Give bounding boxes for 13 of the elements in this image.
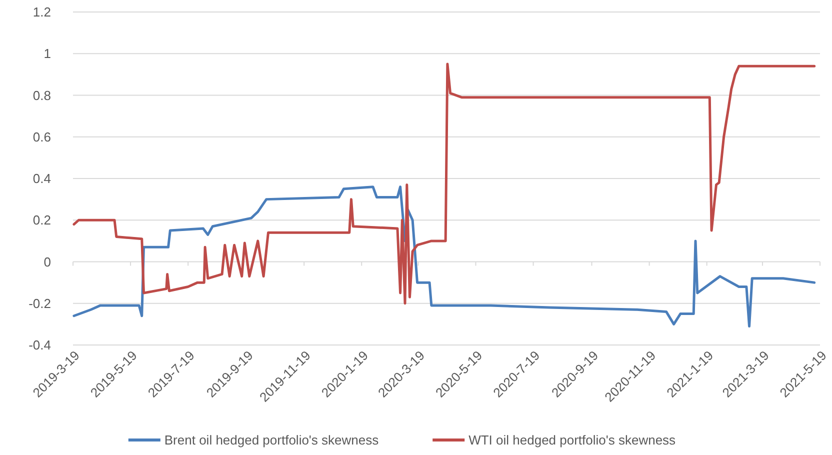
legend-label: WTI oil hedged portfolio's skewness bbox=[468, 432, 676, 448]
y-tick-label: 0.2 bbox=[32, 212, 51, 228]
y-tick-label: 1.2 bbox=[32, 4, 51, 20]
legend-label: Brent oil hedged portfolio's skewness bbox=[164, 432, 380, 448]
y-tick-label: -0.4 bbox=[28, 338, 51, 353]
y-tick-label: 0.6 bbox=[32, 129, 51, 144]
y-tick-label: -0.2 bbox=[28, 296, 51, 311]
line-series bbox=[72, 186, 816, 328]
line-series bbox=[72, 62, 816, 305]
y-tick-label: 0.8 bbox=[32, 88, 51, 103]
y-tick-label: 0 bbox=[44, 254, 51, 270]
y-tick-label: 0.4 bbox=[32, 171, 51, 186]
y-tick-label: 1 bbox=[44, 46, 51, 62]
